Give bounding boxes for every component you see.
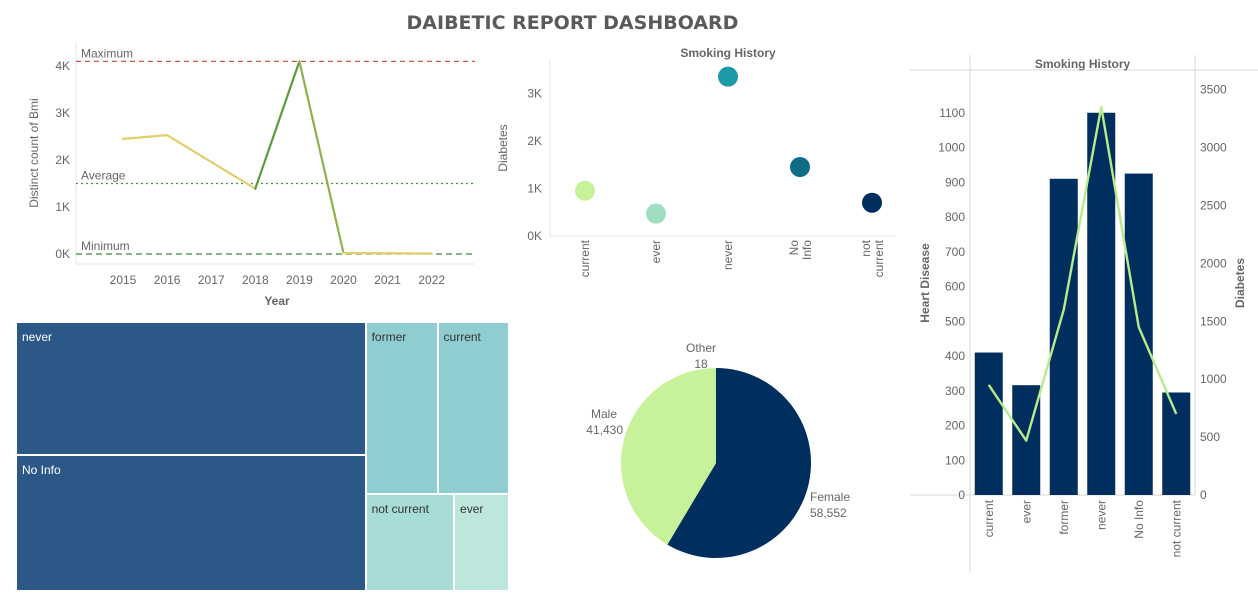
y-tick-label: 2K [527, 134, 542, 148]
x-axis-title: Year [264, 294, 290, 308]
x-tick-label: 2022 [418, 273, 445, 287]
y-tick-label: 1K [55, 200, 70, 214]
slice-value: 41,430 [586, 423, 623, 437]
y-tick-label: 0 [958, 488, 965, 502]
treemap-label: current [443, 330, 481, 344]
y-axis-title: Distinct count of Bmi [27, 98, 41, 207]
y-tick-label: 4K [55, 59, 70, 73]
y-tick-label: 1K [527, 181, 542, 195]
scatter-point[interactable] [862, 192, 882, 213]
x-tick-label: 2020 [330, 273, 357, 287]
treemap-label: No Info [22, 463, 61, 478]
y-tick-label: 1100 [939, 106, 965, 120]
scatter-point[interactable] [790, 157, 810, 178]
treemap-cell[interactable]: not current [365, 494, 455, 591]
x-tick-label: 2019 [286, 273, 313, 287]
diabetes-scatter-chart[interactable]: Smoking History 0K 1K 2K 3K Diabetes current ev… [490, 40, 900, 290]
treemap-label: never [22, 330, 53, 344]
x-tick-label: 2018 [242, 273, 269, 287]
x-tick-label: ever [649, 240, 663, 263]
bar[interactable] [1049, 178, 1078, 495]
gender-pie-chart[interactable]: Female 58,552 Male 41,430 Other 18 [560, 335, 880, 565]
slice-label: Male [591, 407, 617, 421]
y-tick-label: 800 [945, 210, 965, 224]
line-segment[interactable] [166, 134, 257, 190]
y-tick-label: 3K [55, 106, 70, 120]
bmi-line-chart[interactable]: 0K 1K 2K 3K 4K 2015 2016 2017 2018 2019 2020 2021 20… [0, 35, 490, 320]
reference-label: Average [81, 169, 126, 183]
y-axis-title: Heart Disease [918, 243, 932, 323]
x-tick-label: never [721, 240, 735, 270]
y2-tick-label: 1500 [1200, 314, 1227, 328]
y2-tick-label: 0 [1200, 488, 1207, 502]
y2-tick-label: 2500 [1200, 198, 1227, 212]
x-tick-label: NoInfo [787, 240, 814, 260]
slice-value: 58,552 [810, 506, 847, 520]
treemap-cell[interactable]: ever [454, 494, 509, 591]
bar[interactable] [1162, 392, 1191, 495]
y2-tick-label: 1000 [1200, 372, 1227, 386]
line-segment[interactable] [254, 60, 301, 190]
chart-title: Smoking History [680, 46, 776, 60]
reference-label: Minimum [81, 239, 130, 253]
y-tick-label: 600 [945, 280, 965, 294]
treemap-label: not current [371, 502, 429, 517]
y2-axis-title: Diabetes [1233, 258, 1247, 308]
bar[interactable] [974, 352, 1003, 495]
reference-label: Maximum [81, 46, 133, 60]
y-tick-label: 200 [945, 419, 965, 433]
y-tick-label: 3K [527, 86, 542, 100]
scatter-point[interactable] [646, 203, 666, 224]
line-segment[interactable] [298, 60, 345, 255]
x-tick-label: notcurrent [859, 239, 886, 277]
y-tick-label: 1000 [938, 141, 965, 155]
treemap-cell[interactable]: former [365, 322, 438, 495]
y2-tick-label: 500 [1200, 430, 1220, 444]
y-tick-label: 0K [527, 229, 542, 243]
x-tick-label: not current [1169, 499, 1183, 557]
treemap-cell[interactable]: No Info [16, 455, 366, 591]
y2-tick-label: 3000 [1200, 141, 1227, 155]
slice-label: Other [686, 341, 716, 355]
y-tick-label: 900 [945, 175, 965, 189]
bar[interactable] [1124, 173, 1153, 495]
slice-value: 18 [694, 357, 708, 371]
smoking-treemap[interactable]: never No Info former current not current ever [16, 322, 509, 591]
y-tick-label: 300 [945, 384, 965, 398]
scatter-point[interactable] [575, 180, 595, 201]
diabetes-line[interactable] [987, 105, 1178, 442]
treemap-label: former [371, 330, 407, 344]
pie-slice[interactable] [667, 368, 811, 558]
y-axis-title: Diabetes [496, 124, 510, 171]
x-tick-label: 2015 [110, 273, 137, 287]
dashboard-title: DAIBETIC REPORT DASHBOARD [406, 12, 739, 34]
heart-disease-combo-chart[interactable]: Smoking History 0 100 200 300 400 500 600 700 800… [905, 55, 1258, 575]
y-tick-label: 100 [945, 453, 965, 467]
x-tick-label: ever [1019, 500, 1033, 523]
x-tick-label: 2017 [198, 273, 225, 287]
treemap-label: ever [460, 502, 484, 517]
y2-tick-label: 2000 [1200, 256, 1227, 270]
scatter-point[interactable] [718, 66, 738, 87]
x-tick-label: No Info [1132, 500, 1146, 539]
x-tick-label: current [982, 499, 996, 537]
y2-tick-label: 3500 [1200, 83, 1227, 97]
y-tick-label: 400 [945, 349, 965, 363]
y-tick-label: 700 [945, 245, 965, 259]
chart-title: Smoking History [1035, 57, 1131, 71]
x-tick-label: 2016 [154, 273, 181, 287]
x-tick-label: former [1057, 500, 1071, 535]
treemap-cell[interactable]: never [16, 322, 366, 456]
x-tick-label: never [1094, 500, 1108, 530]
treemap-cell[interactable]: current [437, 322, 509, 495]
pie-slice[interactable] [621, 368, 716, 545]
y-tick-label: 0K [55, 247, 70, 261]
slice-label: Female [810, 490, 850, 504]
y-tick-label: 500 [945, 314, 965, 328]
bar[interactable] [1087, 112, 1116, 495]
x-tick-label: current [578, 239, 592, 277]
y-tick-label: 2K [55, 153, 70, 167]
line-segment[interactable] [121, 134, 169, 141]
x-tick-label: 2021 [374, 273, 401, 287]
